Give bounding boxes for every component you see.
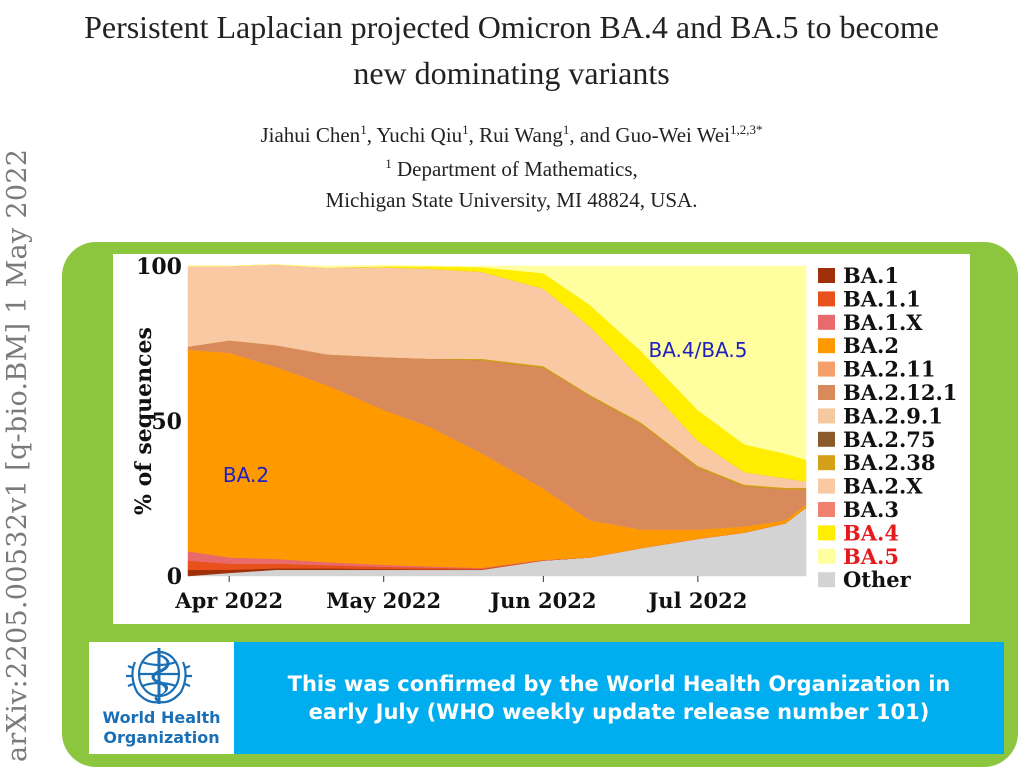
legend-label: BA.1.1 [843,286,921,311]
affiliation: 1 Department of Mathematics, [0,148,1023,185]
legend-label: BA.2.75 [843,427,936,452]
legend-swatch [818,502,835,517]
legend-label: BA.2.11 [843,357,936,382]
legend-swatch [818,385,835,400]
y-axis-label: % of sequences [131,327,157,515]
who-emblem-icon [126,648,192,704]
legend-label: BA.1 [843,263,899,288]
legend-label: BA.2.38 [843,450,936,475]
who-logo-box: World Health Organization [89,642,234,754]
paper-title-line2: new dominating variants [353,55,670,91]
legend-label: BA.5 [843,544,899,569]
affiliation-line2: Michigan State University, MI 48824, USA… [325,188,698,212]
who-confirmation-banner: This was confirmed by the World Health O… [234,642,1004,754]
legend-label: Other [843,567,912,592]
chart-annotation: BA.2 [223,463,269,487]
x-tick-label: Jun 2022 [488,588,596,613]
legend-swatch [818,431,835,447]
author-list: Jiahui Chen1, Yuchi Qiu1, Rui Wang1, and… [0,122,1023,148]
author-name: Rui Wang [479,123,563,147]
who-org-name: World Health Organization [89,708,234,748]
variant-stacked-area-chart: 0 50 100 % of sequences Apr 2022 May 2022 Jun … [131,254,957,613]
legend-swatch [818,361,835,377]
author-name: Jiahui Chen [260,123,361,147]
author-name: Guo-Wei Wei [615,123,731,147]
legend-label: BA.4 [843,520,899,545]
legend-label: BA.3 [843,497,899,522]
y-tick-label: 50 [151,409,182,435]
legend-swatch [818,314,835,330]
legend-label: BA.1.X [843,310,923,335]
author-affil-sup: 1 [562,122,570,137]
paper-title: Persistent Laplacian projected Omicron B… [0,0,1023,100]
x-tick-label: May 2022 [326,588,441,613]
who-org-line2: Organization [103,728,220,747]
who-confirmation-text: This was confirmed by the World Health O… [287,672,951,724]
author-affil-sup: 1 [360,122,367,137]
legend-swatch [818,408,835,424]
affiliation-sup: 1 [385,156,392,171]
paper-title-line1: Persistent Laplacian projected Omicron B… [84,9,939,45]
paper-header: Persistent Laplacian projected Omicron B… [0,0,1023,216]
x-tick-label: Apr 2022 [174,588,283,613]
legend-label: BA.2.X [843,474,923,499]
variant-chart: 0 50 100 % of sequences Apr 2022 May 2022 Jun … [113,254,970,624]
legend-swatch [818,455,835,471]
legend-swatch [818,338,835,354]
legend-label: BA.2.12.1 [843,380,957,405]
author-separator: , and [569,123,616,147]
legend-label: BA.2 [843,333,899,358]
author-name: Yuchi Qiu [376,123,463,147]
author-affil-sup: 1,2,3* [730,122,763,137]
legend-swatch [818,291,835,307]
y-tick-label: 100 [136,254,182,280]
legend-swatch [818,525,835,541]
chart-annotation: BA.4/BA.5 [648,338,747,362]
area-ba-5 [188,264,807,461]
legend-swatch [818,268,835,283]
legend-label: BA.2.9.1 [843,403,943,428]
legend-swatch [818,478,835,494]
legend-swatch [818,572,835,588]
author-separator: , [468,123,480,147]
affiliation-line1: Department of Mathematics, [396,157,638,181]
legend-swatch [818,548,835,564]
x-tick-label: Jul 2022 [646,588,747,613]
y-tick-label: 0 [167,564,182,590]
who-org-line1: World Health [102,708,221,727]
author-affil-sup: 1 [462,122,469,137]
author-separator: , [366,123,377,147]
